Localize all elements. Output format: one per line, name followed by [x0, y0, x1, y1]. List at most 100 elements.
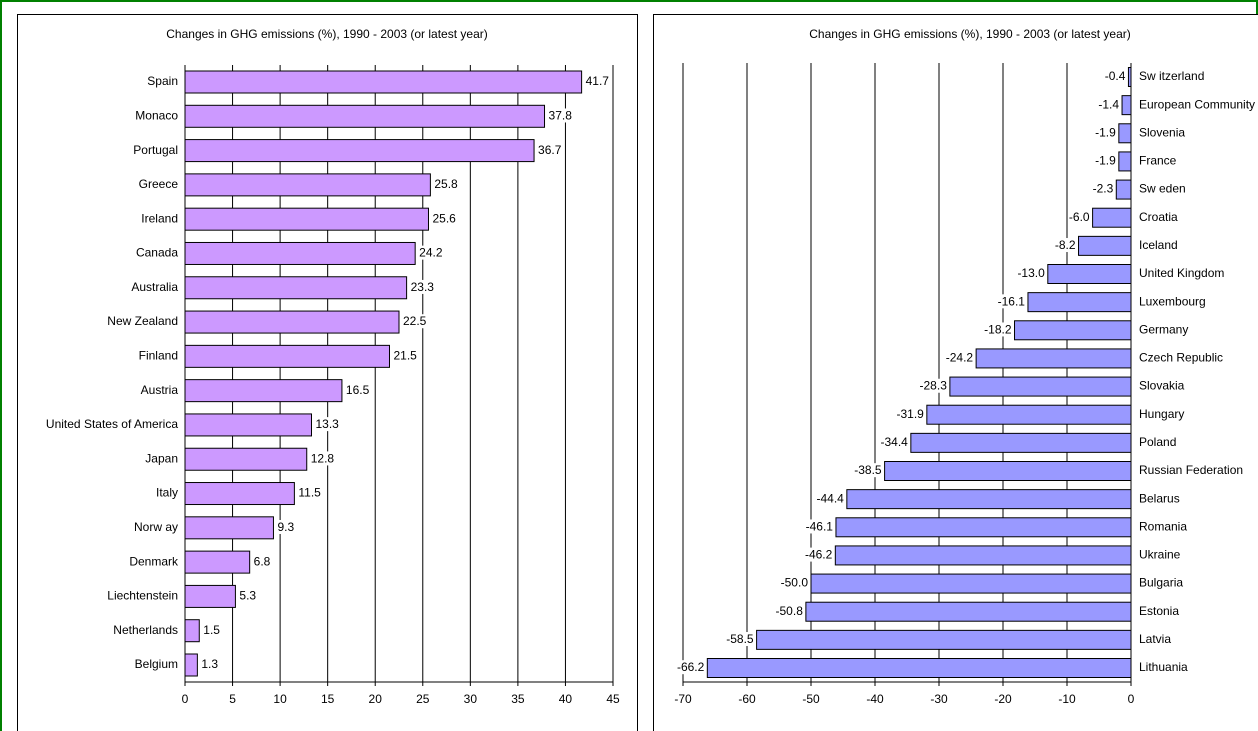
bar [835, 517, 1132, 538]
bar [1078, 235, 1132, 256]
value-label: 1.5 [203, 623, 220, 637]
label-background [584, 74, 611, 89]
bar [910, 432, 1132, 453]
label-background [675, 660, 706, 675]
bar [184, 310, 400, 334]
label-background [200, 657, 220, 672]
category-label: Estonia [1139, 604, 1179, 618]
category-label: European Community [1139, 97, 1255, 111]
value-label: -24.2 [946, 351, 974, 365]
label-background [804, 519, 835, 534]
label-background [1097, 97, 1121, 112]
bar [184, 241, 416, 265]
x-tick-label: 20 [369, 692, 383, 706]
value-label: -18.2 [984, 322, 1012, 336]
value-label: -1.9 [1095, 125, 1116, 139]
bar [184, 207, 429, 231]
value-label: -44.4 [816, 491, 844, 505]
bar [706, 658, 1132, 678]
category-label: Lithuania [1139, 660, 1188, 674]
category-label: Austria [141, 383, 179, 397]
category-label: Finland [139, 349, 178, 363]
category-label: United States of America [46, 417, 178, 431]
label-background [725, 632, 755, 647]
value-label: 22.5 [403, 314, 427, 328]
bar [810, 573, 1132, 594]
category-label: Norw ay [134, 520, 178, 534]
label-background [815, 491, 846, 506]
category-label: Belarus [1139, 491, 1180, 505]
label-background [344, 382, 371, 397]
value-label: 41.7 [586, 74, 610, 88]
bar [184, 584, 236, 608]
label-background [431, 211, 458, 226]
label-background [1094, 153, 1118, 168]
x-tick-label: 45 [606, 692, 620, 706]
bar [184, 70, 583, 94]
label-background [918, 378, 949, 393]
x-tick-label: 30 [464, 692, 478, 706]
label-background [418, 245, 444, 260]
label-background [879, 435, 910, 450]
category-label: France [1139, 154, 1177, 168]
label-background [402, 314, 428, 329]
label-background [314, 417, 341, 432]
category-label: Spain [147, 74, 178, 88]
category-label: Sw eden [1139, 182, 1186, 196]
value-label: -34.4 [880, 435, 908, 449]
bar [184, 413, 312, 437]
category-label: Denmark [129, 554, 179, 568]
x-tick-label: 10 [273, 692, 287, 706]
label-background [433, 177, 460, 192]
value-label: -46.2 [805, 548, 833, 562]
x-tick-label: -50 [802, 692, 820, 706]
value-label: -6.0 [1069, 210, 1090, 224]
value-label: -66.2 [677, 660, 705, 674]
label-background [853, 463, 883, 478]
value-label: 5.3 [239, 589, 256, 603]
value-label: -28.3 [920, 379, 948, 393]
label-background [983, 322, 1013, 337]
bar [184, 276, 408, 300]
category-label: United Kingdom [1139, 266, 1224, 280]
value-label: -50.0 [781, 576, 809, 590]
x-tick-label: 40 [559, 692, 573, 706]
category-label: Greece [139, 177, 179, 191]
x-tick-label: 25 [416, 692, 430, 706]
category-label: Czech Republic [1139, 351, 1223, 365]
value-label: -16.1 [998, 294, 1026, 308]
category-label: Australia [131, 280, 178, 294]
label-background [996, 294, 1027, 309]
label-background [537, 142, 563, 157]
right-panel [653, 14, 1258, 731]
bar [756, 629, 1132, 650]
x-tick-label: 5 [229, 692, 236, 706]
label-background [1091, 181, 1115, 196]
label-background [202, 622, 222, 637]
value-label: -1.4 [1098, 97, 1119, 111]
x-tick-label: -60 [738, 692, 756, 706]
bar [805, 601, 1132, 622]
value-label: -0.4 [1105, 69, 1126, 83]
bar [1118, 123, 1132, 144]
value-label: 16.5 [346, 383, 370, 397]
category-label: Canada [136, 246, 178, 260]
bar [926, 404, 1132, 425]
value-label: -8.2 [1055, 238, 1076, 252]
category-label: Slovenia [1139, 125, 1185, 139]
category-label: Iceland [1139, 238, 1178, 252]
category-label: Japan [145, 451, 178, 465]
category-label: Ireland [141, 211, 178, 225]
x-tick-label: -40 [866, 692, 884, 706]
bar [1092, 207, 1132, 228]
value-label: -50.8 [776, 604, 804, 618]
value-label: -31.9 [896, 407, 924, 421]
value-label: -13.0 [1017, 266, 1045, 280]
bar [884, 461, 1132, 481]
category-label: Belgium [135, 657, 178, 671]
value-label: 6.8 [254, 554, 271, 568]
value-label: 25.6 [432, 211, 456, 225]
category-label: Ukraine [1139, 548, 1181, 562]
category-label: Monaco [135, 108, 178, 122]
